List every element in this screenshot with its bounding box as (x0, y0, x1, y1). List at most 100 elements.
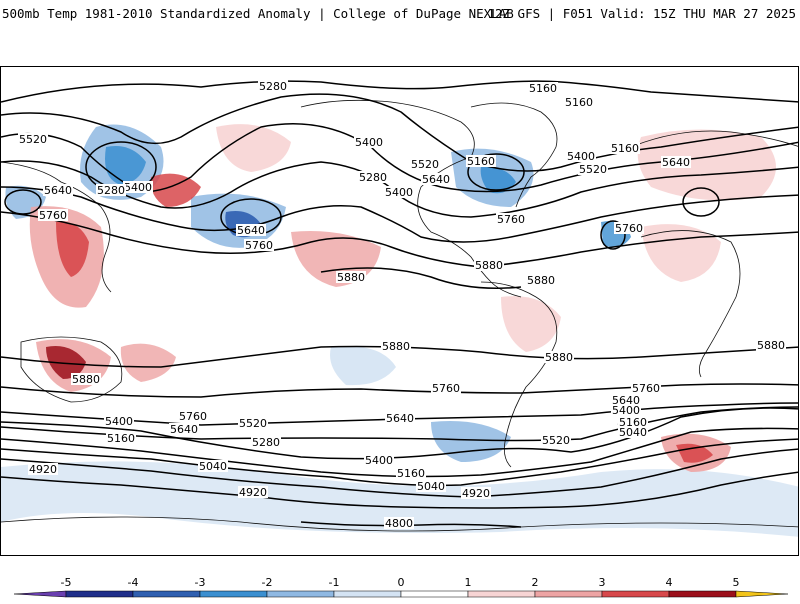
contour-5760-south (1, 383, 798, 398)
contour-label: 5520 (411, 158, 439, 171)
closed-low-atlantic (600, 220, 626, 250)
colorbar-tick-label: -5 (61, 576, 72, 589)
coast-europe (630, 130, 798, 148)
contour-label: 5400 (567, 150, 595, 163)
colorbar-bin (668, 590, 737, 598)
contour-label-bg (578, 163, 608, 175)
contour-label-bg (421, 173, 451, 185)
colorbar-bins (13, 590, 789, 598)
map-title: 500mb Temp 1981-2010 Standardized Anomal… (2, 6, 514, 21)
contour-label-bg (756, 339, 786, 351)
contour-label: 5760 (497, 213, 525, 226)
contour-label-bg (474, 259, 504, 271)
colorbar-bin (400, 590, 469, 598)
colorbar-bin (534, 590, 603, 598)
contour-label: 5880 (382, 340, 410, 353)
contour-5640-north (1, 186, 798, 243)
contour-label-bg (358, 171, 388, 183)
colorbar-tick-label: -3 (195, 576, 206, 589)
colorbar-tick-label: 1 (465, 576, 472, 589)
contour-5040-south (1, 448, 798, 498)
cold-anomaly-southern-ocean-band (1, 461, 798, 537)
contour-label: 5520 (239, 417, 267, 430)
contour-label-bg (416, 480, 446, 492)
contour-5760-north (1, 211, 798, 268)
contour-label: 5160 (565, 96, 593, 109)
contour-label: 4920 (462, 487, 490, 500)
contour-label-bg (28, 463, 58, 475)
warm-anomaly-europe (637, 129, 776, 201)
contour-label-bg (461, 487, 491, 499)
contour-label: 4800 (385, 517, 413, 530)
contour-label-bg (258, 80, 288, 92)
contour-label-bg (198, 460, 228, 472)
colorbar-svg: -5 -4 -3 -2 -1 0 1 2 3 4 5 (13, 576, 789, 598)
contour-label-bg (364, 454, 394, 466)
coast-north-america-east (470, 102, 558, 208)
contour-label: 5880 (527, 274, 555, 287)
warm-anomaly-australia-core (46, 346, 86, 379)
cold-anomaly-south-atlantic (431, 421, 511, 462)
contour-label: 5640 (662, 156, 690, 169)
colorbar-tick-label: -1 (329, 576, 340, 589)
contour-label-bg (618, 416, 648, 428)
header: 500mb Temp 1981-2010 Standardized Anomal… (0, 0, 800, 30)
contour-label: 5280 (97, 184, 125, 197)
colorbar-ticks: -5 -4 -3 -2 -1 0 1 2 3 4 5 (61, 576, 740, 589)
contour-5280-south (1, 427, 798, 478)
colorbar-bin (199, 590, 268, 598)
contour-label: 5280 (359, 171, 387, 184)
contour-label-bg (431, 382, 461, 394)
closed-low-west-europe (4, 189, 42, 215)
warm-anomaly-indian-ocean (120, 343, 176, 382)
warm-anomaly-south-indian-core (676, 443, 713, 463)
warm-anomaly-japan (150, 173, 201, 207)
contour-label: 5160 (467, 155, 495, 168)
colorbar-tick-label: 5 (733, 576, 740, 589)
model-run-info: 12Z GFS | F051 Valid: 15Z THU MAR 27 202… (487, 6, 796, 21)
contour-label-bg (541, 434, 571, 446)
closed-low-east-europe (682, 187, 720, 217)
contour-label: 5640 (237, 224, 265, 237)
contour-label: 5400 (385, 186, 413, 199)
contour-label: 5400 (124, 181, 152, 194)
colorbar-tick-label: -4 (128, 576, 139, 589)
contour-label-bg (178, 410, 208, 422)
contour-label-bg (106, 432, 136, 444)
warm-anomaly-east-asia-core (56, 221, 89, 277)
contour-label-bg (236, 224, 266, 236)
warm-anomaly-south-america (501, 296, 561, 352)
contour-label: 5400 (355, 136, 383, 149)
coast-asia-east (1, 161, 112, 293)
contour-label: 5400 (365, 454, 393, 467)
coast-africa (640, 230, 741, 378)
contour-label: 5640 (44, 184, 72, 197)
contour-label: 5040 (417, 480, 445, 493)
contour-label: 5760 (245, 239, 273, 252)
colorbar-tick-label: 0 (398, 576, 405, 589)
contour-label: 5520 (579, 163, 607, 176)
contour-label-bg (564, 96, 594, 108)
contour-label: 5160 (107, 432, 135, 445)
colorbar-tick-label: 4 (666, 576, 673, 589)
contour-label: 5760 (179, 410, 207, 423)
contour-label-bg (566, 150, 596, 162)
contour-label-bg (38, 209, 68, 221)
colorbar-bin (601, 590, 670, 598)
contour-label: 5040 (619, 426, 647, 439)
contour-label-bg (18, 133, 48, 145)
contour-label-bg (611, 394, 641, 406)
colorbar-bin (266, 590, 335, 598)
warm-anomaly-africa (641, 224, 721, 282)
contour-5520-south (1, 406, 798, 442)
contour-label-bg (526, 274, 556, 286)
contour-label: 5640 (612, 394, 640, 407)
map-panel[interactable]: 5280 5160 5160 5160 5520 5400 5640 5280 5400 5760… (0, 66, 799, 556)
contour-label: 5160 (397, 467, 425, 480)
contour-label-bg (528, 82, 558, 94)
contour-label: 5520 (19, 133, 47, 146)
contour-label-bg (43, 184, 73, 196)
contour-label-bg (496, 213, 526, 225)
contour-label-bg (544, 351, 574, 363)
